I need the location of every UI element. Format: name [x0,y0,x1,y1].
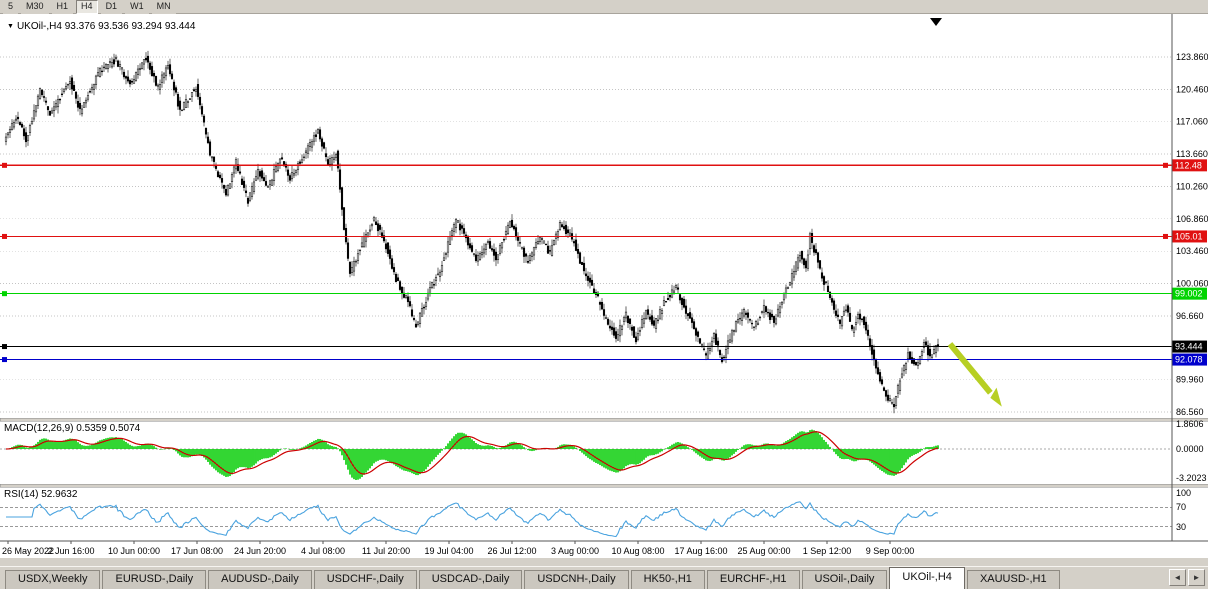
svg-text:99.002: 99.002 [1175,289,1203,299]
svg-text:86.560: 86.560 [1176,407,1204,417]
tab-scroll-right-icon[interactable]: ► [1188,569,1205,586]
svg-text:-3.2023: -3.2023 [1176,473,1207,483]
svg-text:120.460: 120.460 [1176,84,1208,94]
horizontal-lines [0,159,1207,366]
svg-text:2 Jun 16:00: 2 Jun 16:00 [47,546,94,556]
timeframe-button-5[interactable]: 5 [3,0,19,14]
tab-usdcad-daily[interactable]: USDCAD-,Daily [418,570,523,589]
rsi-line [6,501,939,538]
svg-text:1.8606: 1.8606 [1176,419,1204,429]
tab-hk50-h1[interactable]: HK50-,H1 [630,570,705,589]
chart-shift-marker-icon [930,18,942,26]
tab-usdcnh-daily[interactable]: USDCNH-,Daily [524,570,629,589]
svg-text:103.460: 103.460 [1176,246,1208,256]
timeframe-button-h4[interactable]: H4 [76,0,98,14]
svg-text:70: 70 [1176,502,1186,512]
svg-text:113.660: 113.660 [1176,149,1208,159]
svg-text:4 Jul 08:00: 4 Jul 08:00 [301,546,345,556]
timeframe-button-h1[interactable]: H1 [51,0,74,14]
candlesticks [4,50,940,414]
tab-ukoil-h4[interactable]: UKOil-,H4 [889,567,965,589]
svg-text:110.260: 110.260 [1176,181,1208,191]
svg-text:17 Aug 16:00: 17 Aug 16:00 [674,546,727,556]
svg-text:105.01: 105.01 [1175,231,1203,241]
tab-audusd-daily[interactable]: AUDUSD-,Daily [208,570,312,589]
down-arrow-annotation [947,342,1002,407]
svg-text:9 Sep 00:00: 9 Sep 00:00 [866,546,915,556]
svg-text:24 Jun 20:00: 24 Jun 20:00 [234,546,286,556]
svg-text:3 Aug 00:00: 3 Aug 00:00 [551,546,599,556]
date-axis [7,541,891,544]
svg-text:92.078: 92.078 [1175,355,1203,365]
svg-text:100: 100 [1176,488,1191,498]
svg-text:1 Sep 12:00: 1 Sep 12:00 [803,546,852,556]
symbol-tabbar: USDX,Weekly EURUSD-,Daily AUDUSD-,Daily USD… [0,566,1208,589]
tab-xauusd-h1[interactable]: XAUUSD-,H1 [966,570,1060,589]
price-chart[interactable]: 123.860 120.460 117.060 113.660 110.260 106.8… [0,14,1208,566]
tab-eurusd-daily[interactable]: EURUSD-,Daily [102,570,207,589]
svg-text:89.960: 89.960 [1176,375,1204,385]
tab-scroll-left-icon[interactable]: ◄ [1169,569,1186,586]
svg-text:17 Jun 08:00: 17 Jun 08:00 [171,546,223,556]
svg-text:112.48: 112.48 [1175,160,1202,170]
timeframe-toolbar: 5 M30 H1 H4 D1 W1 MN [0,0,1208,14]
timeframe-button-mn[interactable]: MN [151,0,176,14]
svg-text:96.660: 96.660 [1176,311,1204,321]
svg-text:0.0000: 0.0000 [1176,444,1204,454]
svg-text:10 Jun 00:00: 10 Jun 00:00 [108,546,160,556]
timeframe-button-w1[interactable]: W1 [125,0,149,14]
svg-text:123.860: 123.860 [1176,52,1208,62]
svg-text:30: 30 [1176,522,1186,532]
svg-text:93.444: 93.444 [1175,342,1203,352]
svg-text:117.060: 117.060 [1176,117,1208,127]
timeframe-button-m30[interactable]: M30 [21,0,49,14]
svg-text:19 Jul 04:00: 19 Jul 04:00 [424,546,473,556]
tab-usdx-weekly[interactable]: USDX,Weekly [5,570,101,589]
svg-text:11 Jul 20:00: 11 Jul 20:00 [362,546,410,556]
timeframe-button-d1[interactable]: D1 [100,0,123,14]
svg-text:106.860: 106.860 [1176,214,1208,224]
tab-usdchf-daily[interactable]: USDCHF-,Daily [313,570,417,589]
macd-signal-line [5,431,939,475]
svg-text:26 Jul 12:00: 26 Jul 12:00 [487,546,536,556]
tab-eurchf-h1[interactable]: EURCHF-,H1 [706,570,800,589]
svg-text:25 Aug 00:00: 25 Aug 00:00 [737,546,790,556]
svg-text:10 Aug 08:00: 10 Aug 08:00 [611,546,664,556]
svg-text:100.060: 100.060 [1176,279,1208,289]
svg-text:26 May 2022: 26 May 2022 [2,546,54,556]
tab-usoil-daily[interactable]: USOil-,Daily [801,570,888,589]
chart-region: 123.860 120.460 117.060 113.660 110.260 106.8… [0,14,1208,566]
